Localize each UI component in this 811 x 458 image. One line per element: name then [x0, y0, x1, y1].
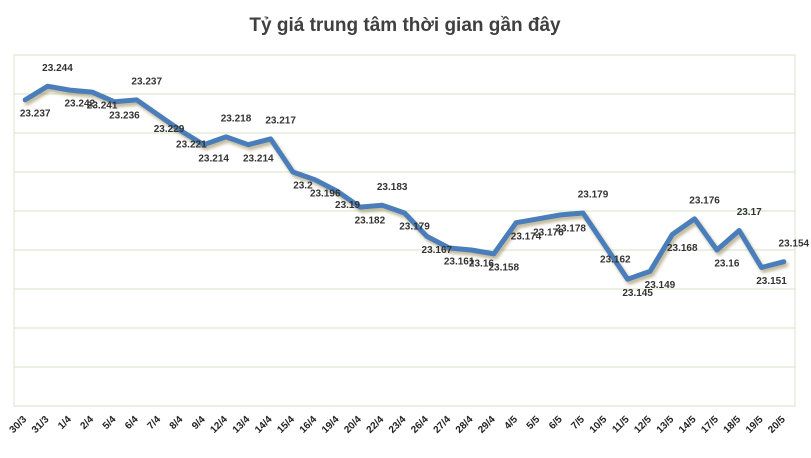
value-label: 23.2: [293, 181, 313, 192]
x-tick-label: 20/5: [766, 414, 788, 436]
x-tick-label: 13/5: [655, 414, 677, 436]
x-tick-label: 26/4: [409, 414, 431, 436]
x-tick-label: 30/3: [8, 414, 30, 436]
value-label: 23.16: [469, 259, 494, 270]
x-tick-label: 13/4: [231, 414, 253, 436]
x-tick-label: 12/4: [208, 414, 230, 436]
x-tick-label: 5/5: [525, 414, 543, 432]
value-label: 23.176: [533, 227, 564, 238]
value-label: 23.196: [310, 188, 341, 199]
x-tick-label: 15/4: [275, 414, 297, 436]
value-label: 23.244: [42, 63, 73, 74]
value-label: 23.174: [511, 231, 542, 242]
x-tick-label: 18/5: [722, 414, 744, 436]
x-tick-label: 6/5: [547, 414, 565, 432]
x-tick-label: 14/5: [677, 414, 699, 436]
value-label: 23.242: [64, 99, 95, 110]
value-label: 23.145: [622, 288, 653, 299]
x-tick-label: 16/4: [298, 414, 320, 436]
x-tick-label: 5/4: [101, 414, 119, 432]
value-label: 23.149: [645, 280, 676, 291]
value-label: 23.151: [756, 276, 787, 287]
x-tick-label: 7/5: [569, 414, 587, 432]
x-tick-label: 7/4: [145, 414, 163, 432]
x-tick-label: 11/5: [610, 414, 631, 435]
x-tick-label: 6/4: [123, 414, 141, 432]
x-tick-label: 28/4: [454, 414, 476, 436]
x-tick-label: 31/3: [30, 414, 52, 436]
x-tick-label: 20/4: [342, 414, 364, 436]
value-label: 23.168: [667, 243, 698, 254]
x-tick-label: 4/5: [502, 414, 520, 432]
data-line: [22, 83, 787, 282]
value-label: 23.161: [444, 257, 475, 268]
value-label: 23.217: [265, 115, 296, 126]
x-tick-label: 2/4: [78, 414, 96, 432]
value-label: 23.19: [335, 200, 360, 211]
x-tick-label: 9/4: [190, 414, 208, 432]
x-tick-label: 27/4: [432, 414, 454, 436]
value-label: 23.221: [176, 140, 207, 151]
value-label: 23.236: [109, 110, 140, 121]
value-label: 23.218: [221, 114, 252, 125]
value-label: 23.178: [555, 224, 586, 235]
x-tick-label: 8/4: [168, 414, 186, 432]
x-tick-label: 14/4: [253, 414, 275, 436]
x-tick-label: 1/4: [56, 414, 74, 432]
x-tick-label: 12/5: [632, 414, 654, 436]
chart-title: Tỷ giá trung tâm thời gian gần đây: [249, 15, 561, 36]
x-tick-label: 29/4: [476, 414, 498, 436]
value-label: 23.214: [243, 153, 274, 164]
x-tick-label: 23/4: [387, 414, 409, 436]
value-label: 23.214: [198, 153, 229, 164]
value-label: 23.167: [422, 245, 453, 256]
value-label: 23.176: [689, 195, 720, 206]
x-tick-label: 22/4: [365, 414, 387, 436]
value-label: 23.237: [20, 108, 51, 119]
value-label: 23.237: [131, 76, 162, 87]
value-label: 23.158: [488, 263, 519, 274]
value-label: 23.229: [154, 124, 185, 135]
value-label: 23.162: [600, 255, 631, 266]
value-label: 23.16: [714, 259, 739, 270]
value-label: 23.154: [779, 238, 810, 249]
x-tick-label: 19/5: [744, 414, 766, 436]
x-tick-label: 19/4: [320, 414, 342, 436]
value-label: 23.17: [737, 207, 762, 218]
x-tick-label: 17/5: [699, 414, 721, 436]
value-label: 23.183: [377, 182, 408, 193]
value-label: 23.179: [399, 222, 430, 233]
value-label: 23.182: [355, 216, 386, 227]
x-tick-label: 10/5: [588, 414, 610, 436]
value-label: 23.241: [87, 101, 118, 112]
value-label: 23.179: [578, 190, 609, 201]
